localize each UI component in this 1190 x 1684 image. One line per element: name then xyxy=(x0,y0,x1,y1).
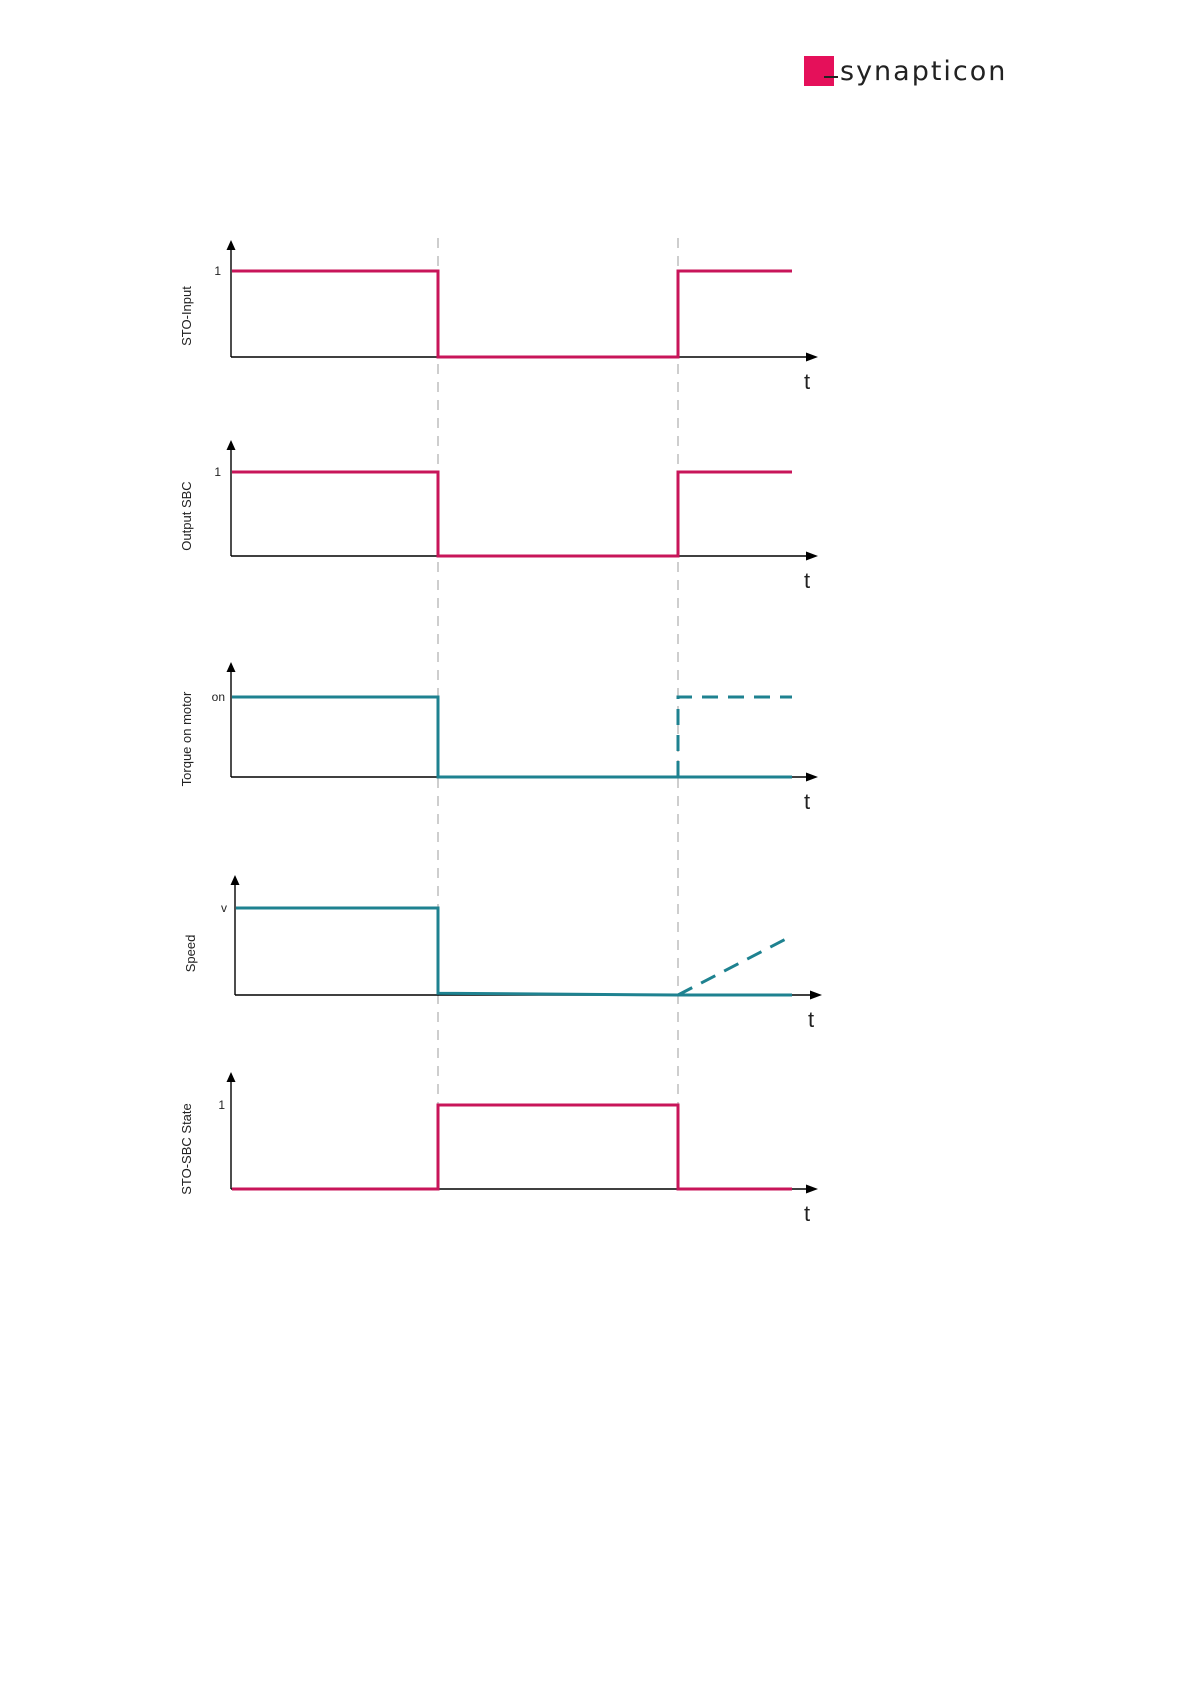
panel-output-sbc: 1 Output SBC t xyxy=(179,440,818,593)
y-axis-label: Torque on motor xyxy=(179,691,194,786)
level-label: v xyxy=(221,901,227,915)
signal-trace xyxy=(232,695,792,779)
y-axis-label: STO-SBC State xyxy=(179,1103,194,1195)
x-axis-arrow xyxy=(806,352,818,362)
x-axis-arrow xyxy=(806,772,818,782)
signal-trace xyxy=(232,1103,792,1191)
x-axis-arrow xyxy=(806,551,818,561)
time-axis-label: t xyxy=(804,789,810,814)
y-axis-arrow xyxy=(226,1072,236,1082)
signal-trace-dashed xyxy=(676,695,792,777)
synapticon-logo: synapticon xyxy=(804,56,1007,87)
y-axis-label: Speed xyxy=(183,935,198,973)
x-axis-arrow xyxy=(806,1184,818,1194)
y-axis-arrow xyxy=(230,875,240,885)
signal-trace xyxy=(236,906,792,997)
panel-torque: on Torque on motor t xyxy=(179,662,818,814)
level-label: 1 xyxy=(214,264,221,278)
logo-square xyxy=(804,56,834,86)
signal-trace-dashed xyxy=(677,934,793,997)
panel-speed: v Speed t xyxy=(183,875,822,1032)
time-axis-label: t xyxy=(804,1201,810,1226)
y-axis-label: STO-Input xyxy=(179,286,194,346)
x-axis-arrow xyxy=(810,990,822,1000)
y-axis-label: Output SBC xyxy=(179,481,194,550)
signal-trace xyxy=(232,470,792,558)
time-axis-label: t xyxy=(804,369,810,394)
level-label: on xyxy=(212,690,225,704)
level-label: 1 xyxy=(214,465,221,479)
level-label: 1 xyxy=(218,1098,225,1112)
signal-trace xyxy=(232,269,792,359)
y-axis-arrow xyxy=(226,240,236,250)
panel-sto-input: 1 STO-Input t xyxy=(179,240,818,394)
panel-sto-sbc-state: 1 STO-SBC State t xyxy=(179,1072,818,1226)
time-axis-label: t xyxy=(808,1007,814,1032)
y-axis-arrow xyxy=(226,662,236,672)
time-axis-label: t xyxy=(804,568,810,593)
logo-text: synapticon xyxy=(840,56,1007,87)
y-axis-arrow xyxy=(226,440,236,450)
